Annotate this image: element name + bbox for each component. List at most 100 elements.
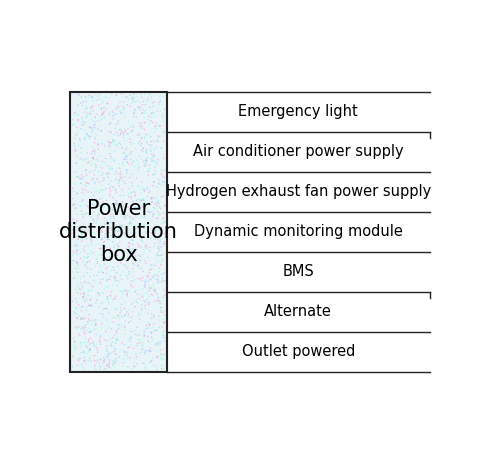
Point	[158, 271, 166, 278]
Point	[76, 355, 84, 363]
Point	[74, 262, 82, 269]
Point	[143, 243, 151, 250]
Point	[117, 307, 125, 314]
Point	[160, 287, 168, 294]
Point	[90, 94, 98, 102]
Point	[128, 94, 136, 102]
Point	[91, 322, 99, 329]
Point	[147, 334, 155, 341]
Point	[94, 126, 102, 133]
Point	[147, 195, 155, 202]
Point	[88, 287, 96, 294]
Point	[161, 269, 168, 277]
Point	[87, 266, 95, 273]
Point	[137, 310, 144, 318]
Point	[95, 268, 102, 276]
Point	[89, 314, 97, 322]
Point	[84, 279, 92, 287]
Point	[154, 275, 162, 283]
Point	[83, 269, 91, 276]
Point	[118, 90, 125, 98]
Point	[126, 103, 134, 110]
Point	[123, 273, 131, 280]
Point	[142, 305, 149, 312]
Point	[105, 237, 113, 244]
Point	[73, 123, 81, 131]
Point	[78, 207, 85, 215]
Point	[111, 314, 119, 322]
Point	[95, 189, 103, 196]
Point	[82, 170, 90, 177]
Point	[101, 94, 109, 101]
Point	[97, 356, 104, 363]
Point	[157, 225, 164, 233]
Point	[132, 225, 140, 233]
Point	[145, 209, 153, 216]
Point	[143, 223, 151, 230]
Point	[69, 202, 77, 209]
Point	[79, 196, 86, 204]
Point	[147, 329, 155, 336]
Point	[110, 241, 118, 248]
Point	[106, 145, 114, 152]
Point	[113, 103, 121, 111]
Point	[102, 105, 110, 113]
Point	[95, 359, 103, 367]
Point	[145, 141, 153, 149]
Point	[80, 326, 88, 333]
Point	[154, 175, 162, 183]
Point	[129, 283, 137, 291]
Point	[141, 119, 149, 126]
Point	[94, 289, 102, 297]
Point	[95, 289, 102, 297]
Point	[123, 308, 131, 315]
Point	[151, 240, 159, 247]
Point	[116, 98, 124, 106]
Point	[134, 196, 142, 203]
Point	[78, 121, 85, 129]
Point	[70, 200, 78, 207]
Point	[85, 212, 93, 219]
Point	[80, 220, 87, 227]
Point	[147, 133, 155, 140]
Point	[113, 327, 121, 334]
Point	[140, 327, 148, 335]
Point	[161, 202, 169, 210]
Point	[72, 265, 80, 272]
Point	[121, 305, 128, 312]
Point	[80, 121, 87, 129]
Point	[153, 184, 161, 191]
Point	[147, 110, 155, 117]
Point	[95, 214, 102, 221]
Point	[81, 166, 89, 174]
Point	[102, 305, 109, 312]
Point	[113, 91, 121, 98]
Point	[132, 342, 140, 350]
Point	[144, 208, 152, 215]
Point	[141, 107, 149, 115]
Point	[124, 130, 132, 138]
Point	[85, 199, 93, 206]
Point	[140, 185, 148, 192]
Point	[118, 313, 126, 320]
Point	[83, 111, 91, 119]
Point	[121, 126, 129, 133]
Point	[108, 184, 116, 192]
Point	[152, 119, 160, 127]
Point	[96, 90, 103, 98]
Point	[148, 110, 156, 117]
Point	[81, 314, 89, 322]
Point	[145, 103, 153, 110]
Point	[120, 149, 127, 157]
Point	[73, 152, 81, 160]
Point	[71, 346, 79, 354]
Point	[83, 280, 91, 288]
Point	[131, 327, 139, 335]
Point	[91, 124, 99, 132]
Point	[87, 317, 95, 324]
Point	[96, 365, 103, 373]
Point	[93, 216, 101, 224]
Point	[138, 146, 145, 154]
Point	[122, 151, 130, 159]
Point	[70, 201, 78, 208]
